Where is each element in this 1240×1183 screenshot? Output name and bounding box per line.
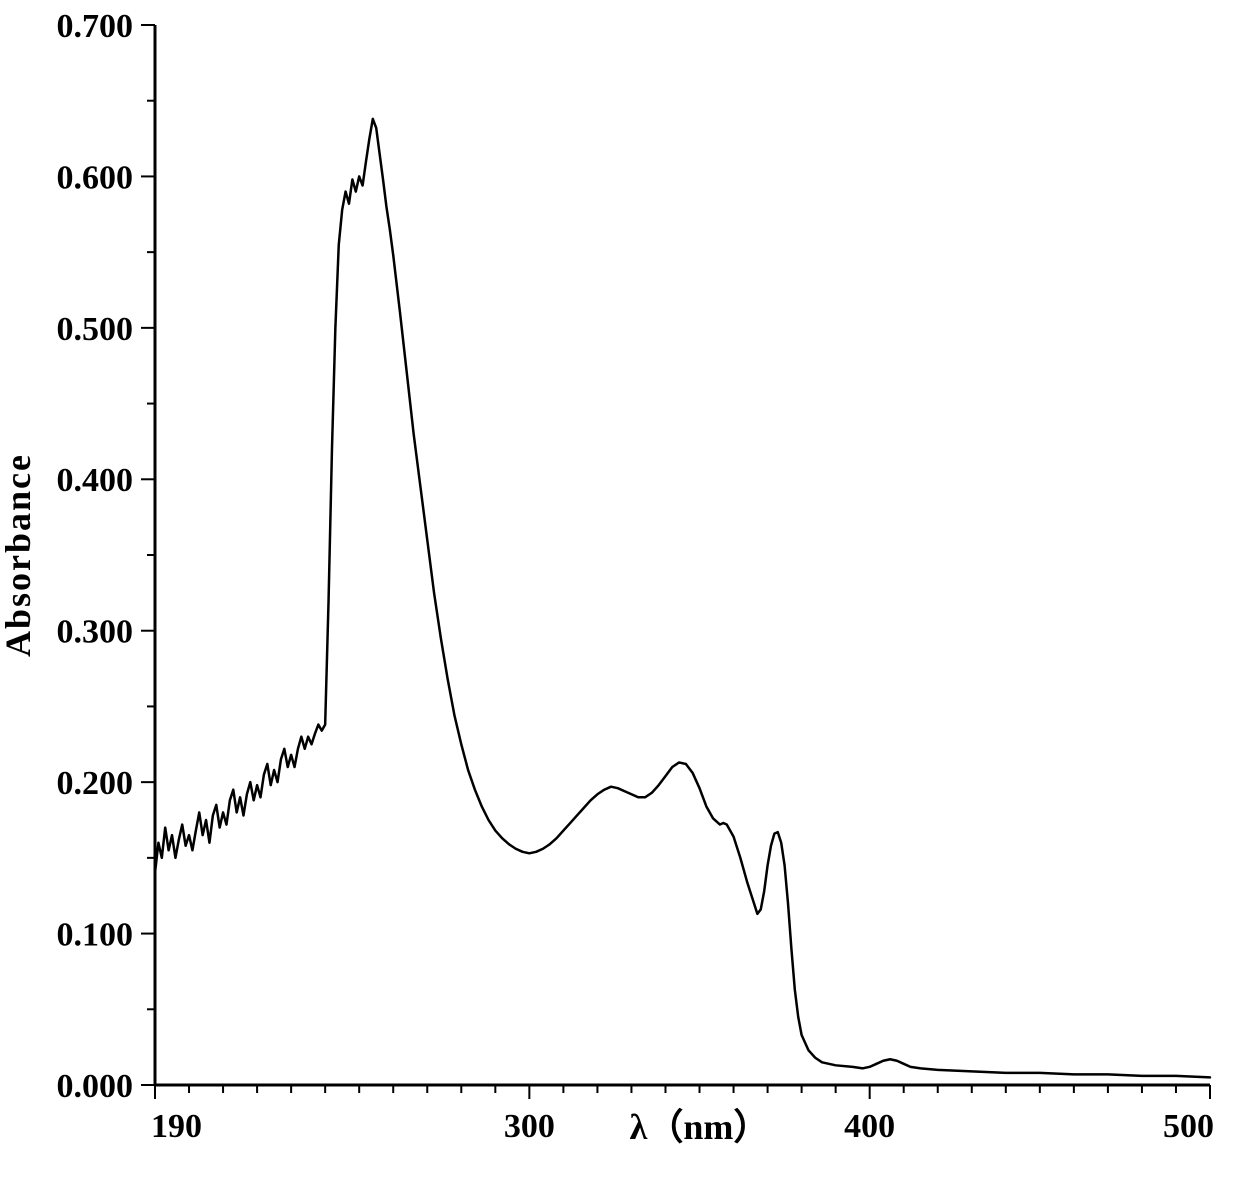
y-tick-label: 0.400: [57, 462, 134, 499]
y-axis-title: Absorbance: [0, 453, 38, 657]
y-tick-label: 0.200: [57, 765, 134, 802]
y-tick-label: 0.100: [57, 916, 134, 953]
x-tick-label: 500: [1163, 1108, 1214, 1145]
x-tick-label: 400: [844, 1108, 895, 1145]
y-tick-label: 0.600: [57, 159, 134, 196]
spectrum-svg: 190 300 400 500 0.000 0.100 0.200 0.300 0.400 0.5…: [0, 0, 1240, 1183]
y-tick-label: 0.000: [57, 1068, 134, 1105]
x-tick-label: 300: [504, 1108, 555, 1145]
x-tick-label: 190: [151, 1108, 202, 1145]
y-tick-label: 0.300: [57, 614, 134, 651]
y-tick-label: 0.500: [57, 311, 134, 348]
y-tick-label: 0.700: [57, 8, 134, 45]
x-axis-title: λ（nm）: [630, 1107, 770, 1147]
spectrum-chart: 190 300 400 500 0.000 0.100 0.200 0.300 0.400 0.5…: [0, 0, 1240, 1183]
